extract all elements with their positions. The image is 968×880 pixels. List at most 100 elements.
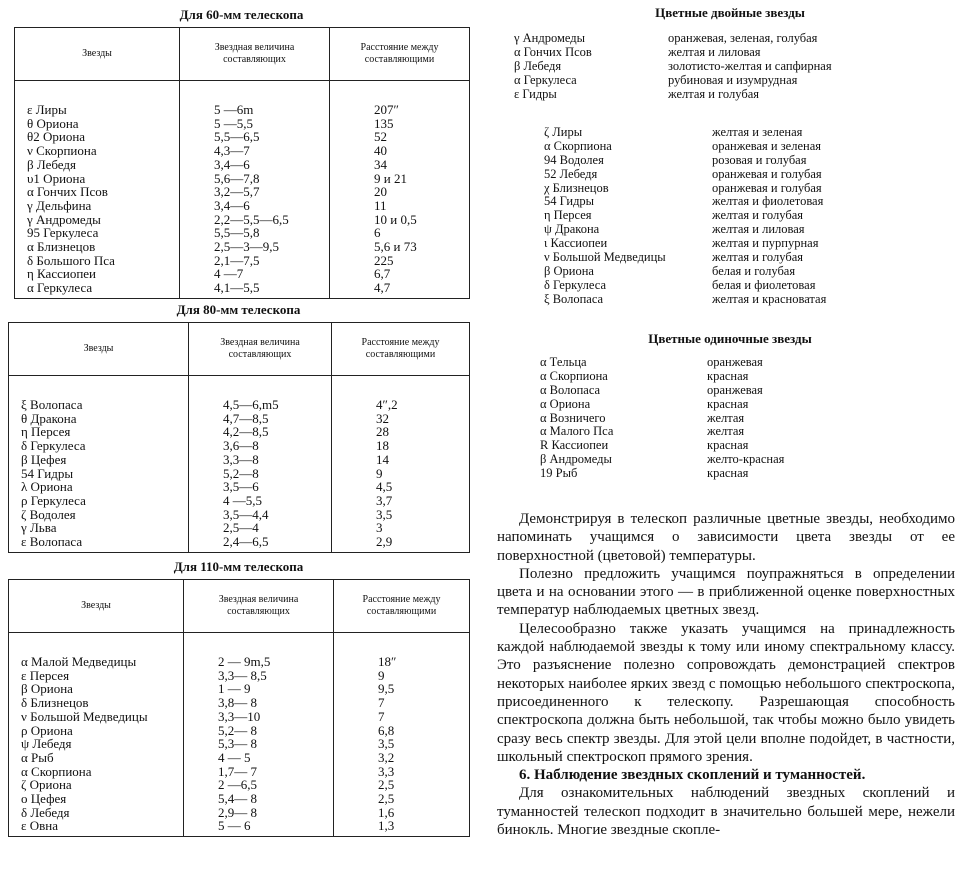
cell: 3,7 [331,494,470,508]
cell: 3,3—8 [188,453,332,467]
row: θ Дракона 4,7—8,5 32 [8,411,470,426]
star-name: α Гончих Псов [514,44,592,59]
cell: ψ Лебедя [8,737,184,751]
cell: 3,5—4,4 [188,507,332,522]
cell: 4 —7 [179,267,330,282]
cell: 3,5 [331,507,470,522]
star-color: рубиновая и изумрудная [668,72,798,87]
cell: ζ Ориона [8,778,184,793]
row: ρ Ориона 5,2— 8 6,8 [8,723,470,738]
cell: 3,4—6 [179,199,330,213]
star-name: α Малого Пса [540,424,614,439]
cell: 1,3 [333,819,470,838]
list-row: ι Кассиопеи желтая и пурпурная [500,236,960,251]
cell: 2 — 9m,5 [183,632,334,669]
star-color: желтая и фиолетовая [712,194,824,209]
cell: ε Лиры [14,80,180,117]
star-color: оранжевая и голубая [712,180,822,195]
list-row: α Малого Пса желтая [500,425,960,439]
header-cell: Расстояние между составляющими [331,322,470,376]
cell: 4,5—6,m5 [188,375,332,412]
table-title: Для 110-мм телескопа [173,559,304,574]
row: ξ Волопаса 4,5—6,m5 4″,2 [8,375,470,412]
cell: 1 — 9 [183,682,334,697]
cell: λ Ориона [8,480,189,494]
list-row: η Персея желтая и голубая [500,208,960,223]
table-title: Для 60-мм телескопа [179,7,304,22]
cell: α Малой Медведицы [8,632,184,669]
header-cell: Расстояние между составляющими [329,27,470,81]
cell: ε Овна [8,819,184,838]
cell: η Кассиопеи [14,267,180,282]
star-color: розовая и голубая [712,152,807,167]
cell: β Ориона [8,682,184,697]
row: ε Овна 5 — 6 1,3 [8,819,470,838]
star-name: α Волопаса [540,382,601,397]
row: λ Ориона 3,5—6 4,5 [8,480,470,494]
cell: 5,2—8 [188,466,332,481]
cell: 4,7—8,5 [188,411,332,426]
cell: ε Персея [8,668,184,683]
row: α Геркулеса 4,1—5,5 4,7 [14,281,470,299]
list-row: 94 Водолея розовая и голубая [500,152,960,168]
cell: α Геркулеса [14,281,180,299]
header-row: Звезды Звездная величина составляющих Расс… [8,579,470,633]
cell: 2,2—5,5—6,5 [179,212,330,227]
header-cell: Звездная величина составляющих [188,322,332,376]
star-name: ι Кассиопеи [544,236,608,251]
cell: 28 [331,425,470,440]
list-row: γ Андромеды оранжевая, зеленая, голубая [500,31,960,46]
row: η Кассиопеи 4 —7 6,7 [14,267,470,282]
star-color: оранжевая и зеленая [712,138,821,153]
row: ο Цефея 5,4— 8 2,5 [8,792,470,806]
list-row: 19 Рыб красная [500,466,960,481]
cell: 5,2— 8 [183,723,334,738]
star-name: β Ориона [544,263,594,278]
star-color: оранжевая и голубая [712,166,822,181]
cell: υ1 Ориона [14,171,180,186]
cell: 4 — 5 [183,751,334,765]
cell: ν Большой Медведицы [8,710,184,724]
row: 95 Геркулеса 5,5—5,8 6 [14,226,470,241]
list-row: α Волопаса оранжевая [500,382,960,398]
row: ψ Лебедя 5,3— 8 3,5 [8,737,470,751]
star-color: золотисто-желтая и сапфирная [668,58,832,73]
cell: γ Андромеды [14,212,180,227]
cell: 4,5 [331,480,470,494]
table-title: Для 80-мм телескопа [176,302,301,317]
list-row: 52 Лебедя оранжевая и голубая [500,166,960,182]
list-row: ν Большой Медведицы желтая и голубая [500,250,960,265]
header-cell: Звезды [8,579,184,633]
cell: 18 [331,439,470,453]
star-name: δ Геркулеса [544,277,607,292]
cell: 3,4—6 [179,158,330,172]
star-name: α Геркулеса [514,72,577,87]
cell: 2,1—7,5 [179,254,330,268]
star-list: γ Андромеды оранжевая, зеленая, голубая α … [500,31,960,102]
star-color: оранжевая [707,382,763,397]
cell: 3,2 [333,751,470,765]
row: α Гончих Псов 3,2—5,7 20 [14,185,470,199]
cell: θ Дракона [8,411,189,426]
star-name: η Персея [544,208,592,223]
cell: α Рыб [8,751,184,765]
list-row: ε Гидры желтая и голубая [500,86,960,102]
star-name: R Кассиопеи [540,438,609,453]
cell: 2,5—3—9,5 [179,240,330,254]
cell: 2,5 [333,792,470,806]
row: θ2 Ориона 5,5—6,5 52 [14,130,470,145]
list-row: α Геркулеса рубиновая и изумрудная [500,72,960,88]
list-row: α Скорпиона красная [500,369,960,384]
cell: 40 [329,144,470,158]
cell: δ Геркулеса [8,439,189,453]
cell: 14 [331,453,470,467]
star-color: желтая и голубая [668,86,759,101]
cell: 5,4— 8 [183,792,334,806]
star-color: желтая и зеленая [712,125,803,139]
star-list: ζ Лиры желтая и зеленая α Скорпиона оранжев… [500,125,960,307]
star-name: ν Большой Медведицы [544,250,666,265]
star-name: α Возничего [540,410,606,425]
section-title: Цветные одиночные звезды [648,331,812,346]
cell: 4,7 [329,281,470,299]
